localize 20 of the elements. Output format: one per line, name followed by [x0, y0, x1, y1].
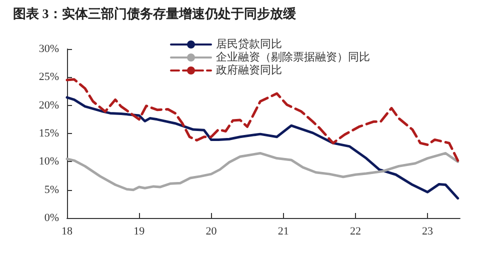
y-tick-label: 30%: [38, 43, 59, 55]
y-tick-label: 10%: [38, 156, 59, 168]
line-series: [66, 96, 460, 200]
legend-label: 政府融资同比: [216, 64, 282, 76]
y-tick-label: 25%: [38, 71, 59, 84]
y-tick-label: 5%: [44, 184, 59, 196]
x-tick-label: 21: [278, 226, 289, 238]
x-tick-label: 22: [350, 226, 361, 238]
legend-label: 企业融资（剔除票据融资）同比: [216, 50, 370, 64]
chart-title: 图表 3：实体三部门债务存量增速仍处于同步放缓: [13, 6, 297, 21]
line-series: [66, 152, 460, 192]
legend-label: 居民贷款同比: [216, 38, 282, 50]
x-tick-label: 19: [134, 226, 146, 238]
x-tick-label: 18: [62, 226, 73, 238]
y-tick-label: 20%: [38, 99, 59, 112]
line-series: [66, 78, 460, 162]
y-tick-label: 15%: [38, 128, 59, 140]
y-tick-label: 0%: [44, 212, 59, 224]
x-tick-label: 20: [206, 226, 218, 238]
x-tick-label: 23: [422, 226, 434, 238]
